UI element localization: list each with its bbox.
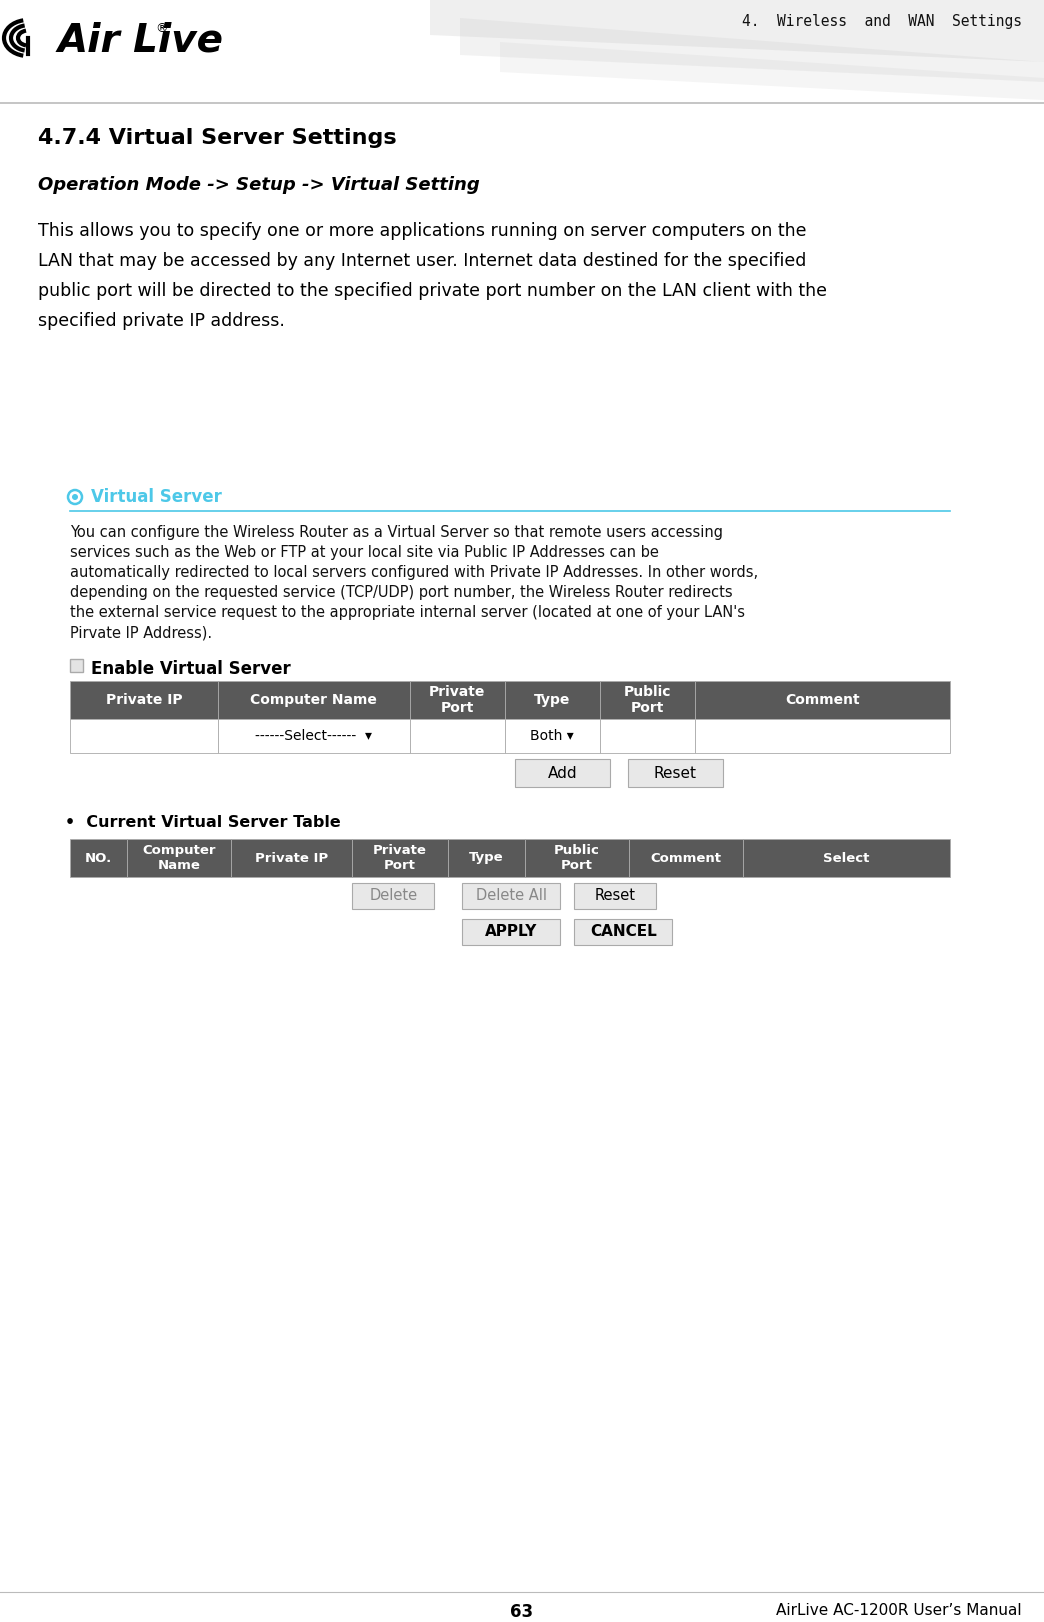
Bar bbox=[599, 681, 695, 719]
Text: 4.7.4 Virtual Server Settings: 4.7.4 Virtual Server Settings bbox=[38, 128, 397, 148]
Text: Delete: Delete bbox=[370, 889, 418, 903]
Bar bbox=[627, 759, 722, 787]
Bar bbox=[743, 839, 950, 878]
Text: NO.: NO. bbox=[85, 852, 112, 865]
Text: the external service request to the appropriate internal server (located at one : the external service request to the appr… bbox=[70, 605, 745, 620]
Text: Private
Port: Private Port bbox=[429, 684, 485, 715]
Bar bbox=[353, 882, 434, 908]
Text: ®: ® bbox=[155, 23, 167, 36]
Bar bbox=[515, 759, 610, 787]
Bar bbox=[70, 659, 84, 672]
Polygon shape bbox=[430, 0, 1044, 62]
Bar bbox=[127, 839, 231, 878]
Text: depending on the requested service (TCP/UDP) port number, the Wireless Router re: depending on the requested service (TCP/… bbox=[70, 586, 733, 600]
Bar bbox=[70, 719, 218, 753]
Bar bbox=[409, 719, 504, 753]
Bar bbox=[574, 882, 657, 908]
Bar bbox=[599, 719, 695, 753]
Polygon shape bbox=[460, 18, 1044, 83]
Text: Air Live: Air Live bbox=[58, 23, 224, 60]
Text: Type: Type bbox=[535, 693, 570, 707]
Text: CANCEL: CANCEL bbox=[590, 925, 657, 939]
Bar bbox=[695, 719, 950, 753]
Text: Delete All: Delete All bbox=[476, 889, 547, 903]
Bar bbox=[628, 839, 743, 878]
Text: Virtual Server: Virtual Server bbox=[91, 488, 222, 506]
Text: Reset: Reset bbox=[654, 766, 696, 780]
Bar bbox=[448, 839, 525, 878]
Bar bbox=[462, 882, 561, 908]
Bar bbox=[574, 920, 672, 946]
Text: Reset: Reset bbox=[595, 889, 636, 903]
Text: Pirvate IP Address).: Pirvate IP Address). bbox=[70, 624, 212, 641]
Text: 63: 63 bbox=[511, 1603, 533, 1620]
Bar bbox=[504, 681, 599, 719]
Text: You can configure the Wireless Router as a Virtual Server so that remote users a: You can configure the Wireless Router as… bbox=[70, 526, 723, 540]
Bar bbox=[353, 839, 448, 878]
Bar bbox=[504, 719, 599, 753]
Text: Private
Port: Private Port bbox=[373, 843, 427, 873]
Polygon shape bbox=[500, 42, 1044, 101]
Text: Public
Port: Public Port bbox=[623, 684, 671, 715]
Bar bbox=[218, 719, 409, 753]
Text: Type: Type bbox=[469, 852, 503, 865]
Text: Add: Add bbox=[547, 766, 577, 780]
Bar bbox=[409, 681, 504, 719]
Text: APPLY: APPLY bbox=[485, 925, 538, 939]
Text: specified private IP address.: specified private IP address. bbox=[38, 311, 285, 329]
Text: ------Select------  ▾: ------Select------ ▾ bbox=[256, 728, 373, 743]
Circle shape bbox=[72, 495, 78, 500]
Text: automatically redirected to local servers configured with Private IP Addresses. : automatically redirected to local server… bbox=[70, 564, 758, 581]
Bar bbox=[695, 681, 950, 719]
Text: Comment: Comment bbox=[650, 852, 721, 865]
Text: AirLive AC-1200R User’s Manual: AirLive AC-1200R User’s Manual bbox=[777, 1603, 1022, 1619]
Text: This allows you to specify one or more applications running on server computers : This allows you to specify one or more a… bbox=[38, 222, 807, 240]
Text: Computer
Name: Computer Name bbox=[142, 843, 216, 873]
Bar bbox=[525, 839, 628, 878]
Text: Operation Mode -> Setup -> Virtual Setting: Operation Mode -> Setup -> Virtual Setti… bbox=[38, 177, 480, 195]
Bar bbox=[70, 681, 218, 719]
Text: Private IP: Private IP bbox=[255, 852, 328, 865]
Text: LAN that may be accessed by any Internet user. Internet data destined for the sp: LAN that may be accessed by any Internet… bbox=[38, 251, 806, 269]
Text: Select: Select bbox=[824, 852, 870, 865]
Text: Public
Port: Public Port bbox=[554, 843, 600, 873]
Text: 4.  Wireless  and  WAN  Settings: 4. Wireless and WAN Settings bbox=[742, 15, 1022, 29]
Text: •  Current Virtual Server Table: • Current Virtual Server Table bbox=[65, 814, 340, 830]
Text: public port will be directed to the specified private port number on the LAN cli: public port will be directed to the spec… bbox=[38, 282, 827, 300]
Text: Both ▾: Both ▾ bbox=[530, 728, 574, 743]
Text: Computer Name: Computer Name bbox=[251, 693, 377, 707]
Bar bbox=[70, 839, 127, 878]
Text: Enable Virtual Server: Enable Virtual Server bbox=[91, 660, 290, 678]
Text: services such as the Web or FTP at your local site via Public IP Addresses can b: services such as the Web or FTP at your … bbox=[70, 545, 659, 560]
Bar bbox=[462, 920, 561, 946]
Text: Private IP: Private IP bbox=[105, 693, 183, 707]
Text: Comment: Comment bbox=[785, 693, 859, 707]
Bar bbox=[218, 681, 409, 719]
Bar bbox=[231, 839, 353, 878]
